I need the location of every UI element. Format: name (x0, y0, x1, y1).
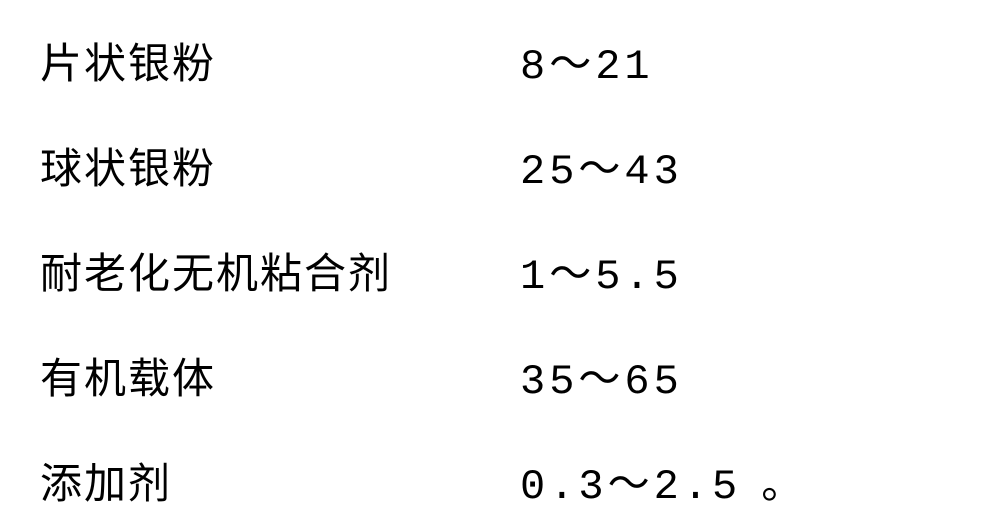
ingredient-label: 片状银粉 (40, 30, 520, 91)
table-row: 球状银粉 25～43 (40, 135, 960, 196)
ingredient-label: 球状银粉 (40, 135, 520, 196)
ingredient-value: 35～65 (520, 345, 683, 406)
table-row: 片状银粉 8～21 (40, 30, 960, 91)
ingredient-value: 8～21 (520, 30, 654, 91)
value-text: 0.3～2.5 (520, 463, 741, 511)
trailing-period: 。 (761, 463, 807, 511)
ingredient-value: 1～5.5 (520, 240, 683, 301)
ingredient-value: 0.3～2.5 。 (520, 450, 807, 511)
ingredient-label: 添加剂 (40, 450, 520, 511)
table-row: 有机载体 35～65 (40, 345, 960, 406)
ingredient-label: 有机载体 (40, 345, 520, 406)
table-row: 耐老化无机粘合剂 1～5.5 (40, 240, 960, 301)
table-row: 添加剂 0.3～2.5 。 (40, 450, 960, 511)
ingredient-value: 25～43 (520, 135, 683, 196)
ingredient-label: 耐老化无机粘合剂 (40, 240, 520, 301)
composition-table: 片状银粉 8～21 球状银粉 25～43 耐老化无机粘合剂 1～5.5 有机载体… (40, 30, 960, 511)
